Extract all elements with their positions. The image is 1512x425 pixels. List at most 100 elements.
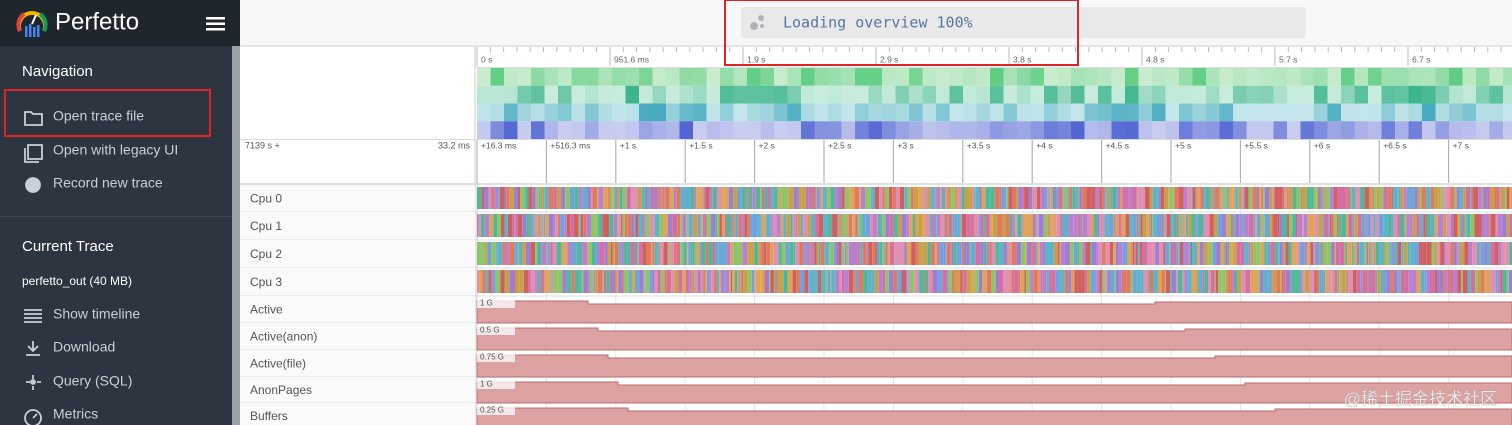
omnibox[interactable] [741, 7, 1306, 38]
cpu-slice [730, 214, 733, 237]
cpu-slice [534, 214, 538, 237]
cpu-slice [1478, 187, 1482, 209]
cpu-slice [751, 270, 755, 293]
cpu-slice [1068, 214, 1074, 237]
cpu-slice [1009, 214, 1013, 237]
cpu-slice [804, 242, 807, 265]
overview-cell [477, 103, 491, 122]
cpu-slice [1401, 242, 1404, 265]
sidebar-item[interactable]: Query (SQL) [53, 373, 132, 389]
cpu-slice [564, 214, 567, 237]
menu-button[interactable] [206, 17, 225, 31]
cpu-slice [900, 242, 905, 265]
cpu-slice [1118, 242, 1123, 265]
cpu-slice [1024, 270, 1027, 293]
track-name: Active(anon) [250, 330, 317, 344]
cpu-slice [1198, 214, 1204, 237]
cpu-slice [939, 242, 944, 265]
counter-area [476, 327, 1512, 351]
cpu-slice [705, 187, 710, 209]
cpu-slice [1047, 187, 1051, 209]
cpu-slice [1272, 187, 1275, 209]
overview-cell [963, 121, 977, 140]
cpu-slice [1253, 242, 1257, 265]
cpu-slice [532, 187, 536, 209]
cpu-slice [793, 187, 798, 209]
cpu-slice [1493, 270, 1496, 293]
cpu-slice [1016, 214, 1018, 237]
counter-scale: 1 G [480, 380, 493, 389]
cpu-slice [901, 214, 907, 237]
cpu-slice [1463, 187, 1466, 209]
cpu-slice [1139, 242, 1143, 265]
cpu-slice [897, 242, 901, 265]
cpu-slice [1292, 214, 1297, 237]
overview-cell [1408, 121, 1423, 140]
cpu-slice [1426, 270, 1431, 293]
cpu-slice [1414, 187, 1418, 209]
overview-cell [1408, 68, 1423, 86]
overview-cell [477, 85, 491, 104]
cpu-slice [907, 270, 911, 293]
cpu-slice [657, 270, 661, 293]
cpu-slice [716, 187, 722, 209]
cpu-slice [1015, 214, 1017, 237]
cpu-slice [1191, 214, 1196, 237]
overview-cell [1489, 103, 1504, 122]
cpu-slice [927, 242, 932, 265]
cpu-slice [1300, 270, 1303, 293]
sidebar-item[interactable]: Metrics [53, 406, 98, 422]
cpu-slice [1203, 242, 1208, 265]
overview-cell [1098, 85, 1112, 104]
overview-cell [868, 85, 883, 104]
cpu-slice [1383, 214, 1388, 237]
cpu-slice [1060, 214, 1062, 237]
cpu-slice [595, 270, 598, 293]
cpu-slice [1361, 214, 1366, 237]
cpu-slice [496, 242, 498, 265]
cpu-slice [1375, 214, 1379, 237]
cpu-slice [574, 214, 579, 237]
sidebar-item[interactable]: Show timeline [53, 306, 140, 322]
time-tick-label: +3 s [897, 140, 913, 150]
cpu-slice [889, 242, 895, 265]
cpu-slice [1440, 187, 1444, 209]
cpu-slice [796, 214, 798, 237]
cpu-slice [676, 187, 681, 209]
sidebar-item[interactable]: Open trace file [53, 108, 144, 124]
time-tick-label: +6.5 s [1383, 140, 1406, 150]
cpu-slice [488, 270, 491, 293]
cpu-slice [1272, 270, 1277, 293]
cpu-slice [530, 242, 536, 265]
cpu-slice [1008, 187, 1013, 209]
cpu-slice [1490, 242, 1495, 265]
overview-cell [1503, 85, 1512, 104]
cpu-slice [816, 187, 820, 209]
cpu-slice [1188, 214, 1192, 237]
overview-cell [1179, 103, 1193, 122]
overview-cell [571, 85, 586, 104]
cpu-slice [1367, 214, 1371, 237]
cpu-slice [556, 187, 562, 209]
sidebar-item[interactable]: Record new trace [53, 175, 163, 191]
cpu-slice [1071, 270, 1075, 293]
cpu-slice [834, 187, 838, 209]
overview-cell [1030, 85, 1045, 104]
overview-cell [1381, 68, 1396, 86]
cpu-slice [1500, 270, 1503, 293]
cpu-slice [485, 270, 489, 293]
cpu-slice [1255, 214, 1257, 237]
sidebar-item[interactable]: Open with legacy UI [53, 142, 178, 158]
track-name: Buffers [250, 409, 288, 423]
cpu-slice [847, 214, 849, 237]
cpu-slice [1407, 187, 1412, 209]
sidebar-item[interactable]: Download [53, 339, 115, 355]
cpu-slice [1052, 187, 1057, 209]
cpu-slice [1166, 214, 1171, 237]
cpu-slice [776, 270, 781, 293]
cpu-slice [1209, 187, 1212, 209]
cpu-slice [838, 214, 842, 237]
overview-cell [801, 121, 815, 140]
cpu-slice [1002, 214, 1007, 237]
cpu-slice [557, 214, 561, 237]
